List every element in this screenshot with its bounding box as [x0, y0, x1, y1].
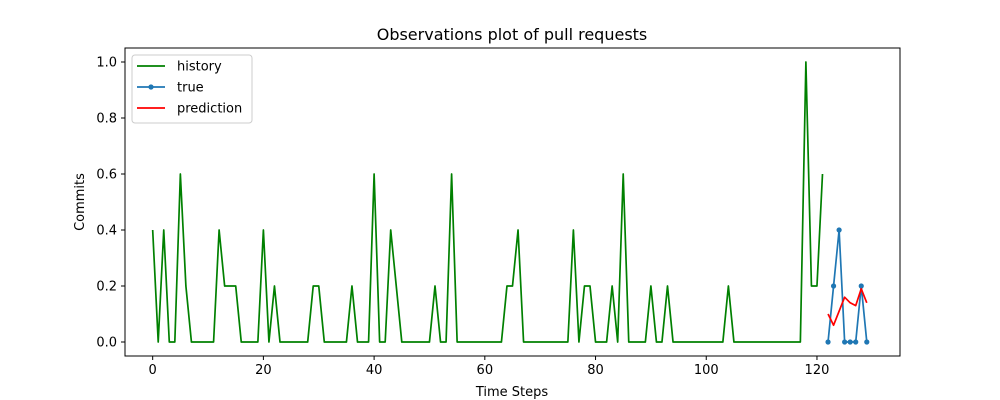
x-tick-label: 60 [477, 363, 494, 378]
series-layer [151, 61, 870, 345]
series-point-true [825, 339, 831, 345]
x-axis-label: Time Steps [475, 385, 549, 400]
y-axis-ticks: 0.0 0.2 0.4 0.6 0.8 1.0 [96, 56, 125, 351]
x-tick-label: 40 [366, 363, 383, 378]
x-tick-label: 80 [587, 363, 604, 378]
legend-label-history: history [177, 60, 222, 75]
x-tick-label: 0 [149, 363, 157, 378]
series-point-true [864, 339, 870, 345]
x-axis-ticks: 0 20 40 60 80 100 120 [149, 356, 830, 378]
series-point-true [853, 339, 859, 345]
series-point-true [830, 283, 837, 289]
series-point-true [842, 339, 848, 345]
series-point-true [858, 283, 864, 289]
series-point-true [836, 227, 842, 233]
x-tick-label: 120 [805, 363, 830, 378]
series-line-history [151, 61, 824, 343]
legend-box [131, 54, 253, 124]
y-tick-label: 0.6 [96, 168, 117, 183]
series-line-prediction [827, 287, 868, 327]
legend-label-true: true [177, 81, 204, 96]
plot-area-frame [124, 47, 901, 357]
x-tick-label: 20 [255, 363, 272, 378]
legend-marker-true [148, 84, 154, 90]
legend: history true prediction [131, 54, 253, 124]
y-tick-label: 0.4 [96, 224, 117, 239]
y-tick-label: 1.0 [96, 56, 117, 71]
y-tick-label: 0.2 [96, 280, 117, 295]
y-axis-label: Commits [73, 173, 88, 231]
series-line-true [827, 229, 868, 343]
x-tick-label: 100 [694, 363, 719, 378]
legend-label-prediction: prediction [177, 102, 242, 117]
chart-title: Observations plot of pull requests [377, 25, 648, 44]
y-tick-label: 0.8 [96, 112, 117, 127]
series-point-true [847, 339, 853, 345]
y-tick-label: 0.0 [96, 336, 117, 351]
